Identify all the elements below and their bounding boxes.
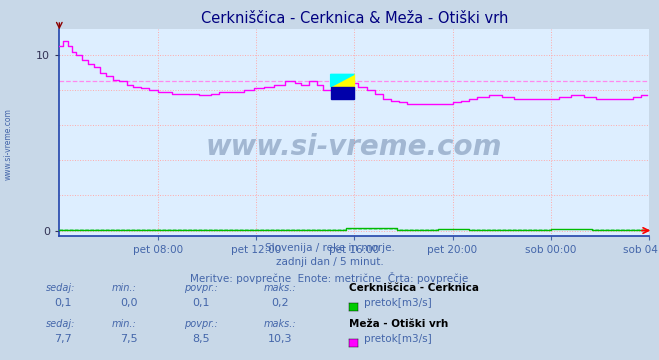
Text: 7,7: 7,7 bbox=[54, 334, 71, 344]
Text: 10,3: 10,3 bbox=[268, 334, 293, 344]
Text: pretok[m3/s]: pretok[m3/s] bbox=[364, 334, 432, 344]
Title: Cerkniščica - Cerknica & Meža - Otiški vrh: Cerkniščica - Cerknica & Meža - Otiški v… bbox=[200, 11, 508, 26]
Text: Slovenija / reke in morje.: Slovenija / reke in morje. bbox=[264, 243, 395, 253]
Text: povpr.:: povpr.: bbox=[185, 319, 218, 329]
Text: Meža - Otiški vrh: Meža - Otiški vrh bbox=[349, 319, 449, 329]
Text: maks.:: maks.: bbox=[264, 283, 297, 293]
Text: 7,5: 7,5 bbox=[120, 334, 137, 344]
Text: min.:: min.: bbox=[112, 319, 137, 329]
Text: min.:: min.: bbox=[112, 283, 137, 293]
Text: Meritve: povprečne  Enote: metrične  Črta: povprečje: Meritve: povprečne Enote: metrične Črta:… bbox=[190, 272, 469, 284]
Text: zadnji dan / 5 minut.: zadnji dan / 5 minut. bbox=[275, 257, 384, 267]
Polygon shape bbox=[331, 75, 355, 87]
Text: www.si-vreme.com: www.si-vreme.com bbox=[3, 108, 13, 180]
Text: Cerkniščica - Cerknica: Cerkniščica - Cerknica bbox=[349, 283, 479, 293]
Text: 0,0: 0,0 bbox=[120, 298, 137, 308]
Text: sedaj:: sedaj: bbox=[46, 319, 76, 329]
Text: 8,5: 8,5 bbox=[192, 334, 210, 344]
Polygon shape bbox=[331, 75, 355, 87]
Text: maks.:: maks.: bbox=[264, 319, 297, 329]
Polygon shape bbox=[331, 87, 355, 99]
Text: 0,1: 0,1 bbox=[192, 298, 210, 308]
Text: 0,2: 0,2 bbox=[272, 298, 289, 308]
Text: pretok[m3/s]: pretok[m3/s] bbox=[364, 298, 432, 308]
Text: 0,1: 0,1 bbox=[54, 298, 71, 308]
Text: www.si-vreme.com: www.si-vreme.com bbox=[206, 133, 502, 161]
Text: sedaj:: sedaj: bbox=[46, 283, 76, 293]
Text: povpr.:: povpr.: bbox=[185, 283, 218, 293]
